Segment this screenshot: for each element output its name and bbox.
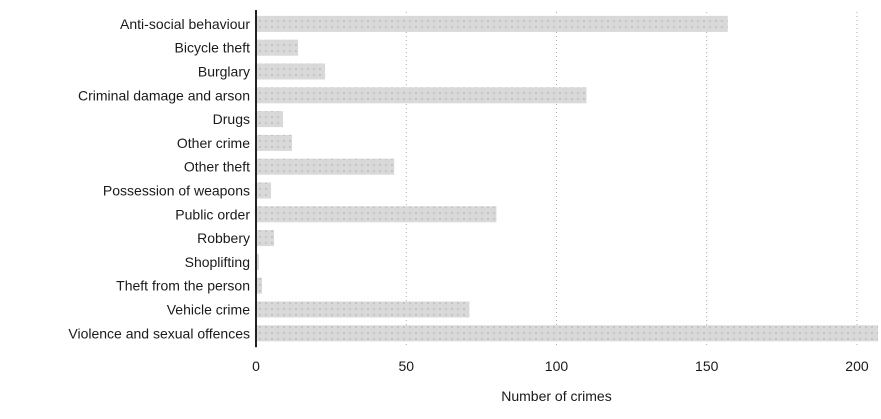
gridlines: [405, 12, 858, 346]
x-tick-labels: 0 50 100 150 200: [252, 358, 869, 374]
category-label: Violence and sexual offences: [68, 325, 250, 341]
bar: [257, 206, 497, 223]
category-label: Anti-social behaviour: [120, 16, 250, 32]
category-label: Burglary: [198, 64, 250, 80]
bar: [257, 301, 470, 318]
category-label: Other crime: [177, 135, 250, 151]
x-tick-label: 200: [845, 358, 869, 374]
category-label: Vehicle crime: [167, 302, 250, 318]
bar: [257, 325, 878, 342]
bar: [257, 15, 728, 32]
category-label: Criminal damage and arson: [78, 87, 250, 103]
bar: [257, 63, 326, 80]
bars: [257, 15, 878, 342]
category-label: Public order: [175, 206, 250, 222]
bar: [257, 134, 293, 151]
category-label: Bicycle theft: [175, 40, 251, 56]
x-tick-label: 150: [695, 358, 719, 374]
x-axis-title: Number of crimes: [501, 388, 611, 404]
category-label: Shoplifting: [185, 254, 250, 270]
bar: [257, 111, 284, 128]
category-label: Other theft: [184, 159, 250, 175]
bar: [257, 87, 587, 104]
category-label: Theft from the person: [116, 278, 250, 294]
x-tick-label: 50: [398, 358, 414, 374]
bar: [257, 277, 263, 294]
bar: [257, 253, 260, 270]
category-label: Robbery: [197, 230, 250, 246]
x-tick-label: 100: [545, 358, 569, 374]
x-tick-label: 0: [252, 358, 260, 374]
category-label: Drugs: [213, 111, 250, 127]
bar: [257, 39, 299, 56]
bar: [257, 158, 395, 175]
bar: [257, 230, 275, 247]
category-labels: Anti-social behaviour Bicycle theft Burgla…: [68, 16, 250, 341]
category-label: Possession of weapons: [103, 183, 250, 199]
bar: [257, 182, 272, 199]
